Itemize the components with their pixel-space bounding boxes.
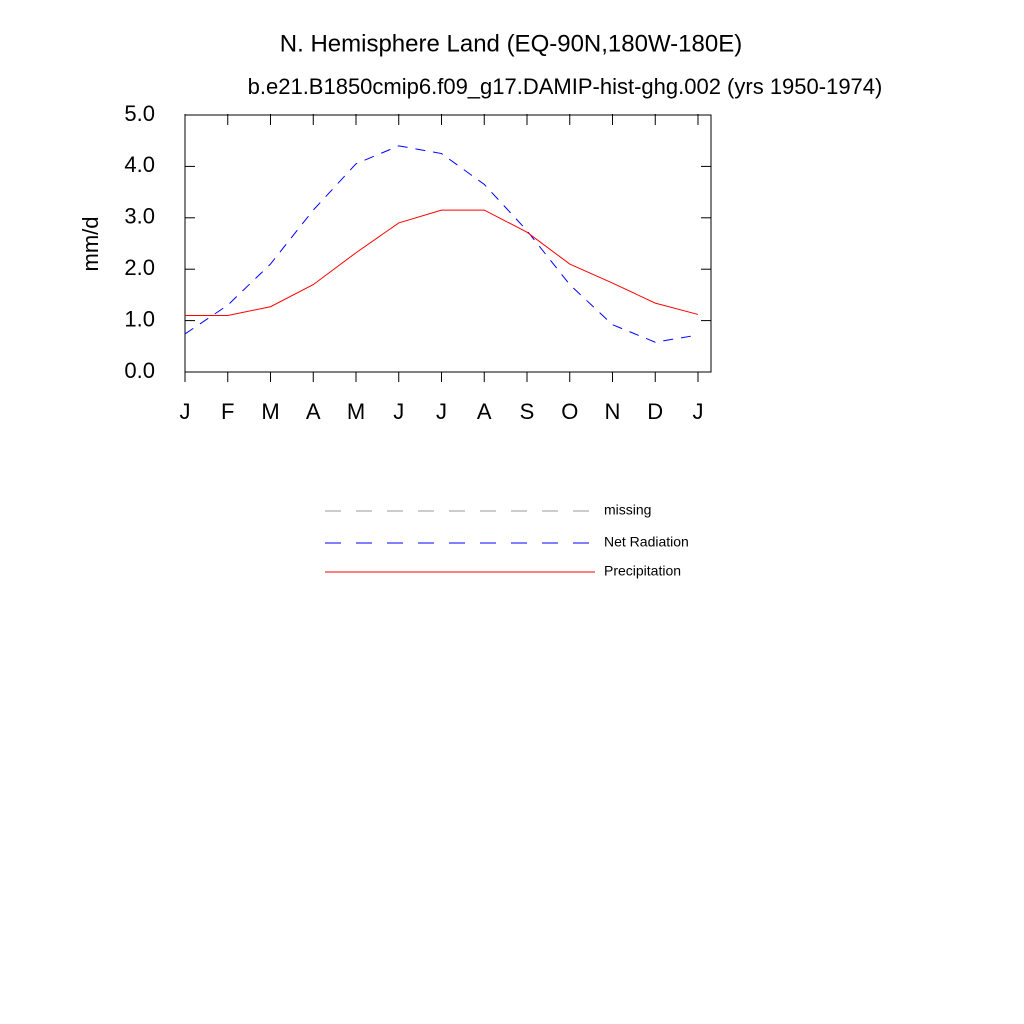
chart-subtitle: b.e21.B1850cmip6.f09_g17.DAMIP-hist-ghg.… xyxy=(248,74,883,99)
series-line xyxy=(185,209,699,316)
chart-title: N. Hemisphere Land (EQ-90N,180W-180E) xyxy=(280,30,742,57)
x-tick-label: M xyxy=(347,399,365,424)
legend-label: missing xyxy=(604,502,651,518)
x-tick-label: J xyxy=(693,399,704,424)
legend-label: Net Radiation xyxy=(604,534,689,550)
x-tick-label: O xyxy=(561,399,578,424)
y-tick-label: 5.0 xyxy=(124,101,155,126)
x-tick-label: A xyxy=(306,399,321,424)
y-axis-label: mm/d xyxy=(78,217,103,272)
plot-frame xyxy=(184,114,712,373)
y-tick-label: 1.0 xyxy=(124,306,155,331)
x-tick-label: F xyxy=(221,399,234,424)
series-line xyxy=(184,145,699,343)
y-tick-label: 2.0 xyxy=(124,255,155,280)
legend-label: Precipitation xyxy=(604,563,681,579)
x-tick-label: J xyxy=(180,399,191,424)
y-tick-label: 0.0 xyxy=(124,358,155,383)
x-tick-label: N xyxy=(605,399,621,424)
x-tick-label: J xyxy=(393,399,404,424)
x-tick-label: A xyxy=(477,399,492,424)
x-tick-label: D xyxy=(647,399,663,424)
y-tick-label: 4.0 xyxy=(124,152,155,177)
y-tick-label: 3.0 xyxy=(124,204,155,229)
x-tick-label: M xyxy=(261,399,279,424)
x-tick-label: S xyxy=(520,399,535,424)
x-tick-label: J xyxy=(436,399,447,424)
